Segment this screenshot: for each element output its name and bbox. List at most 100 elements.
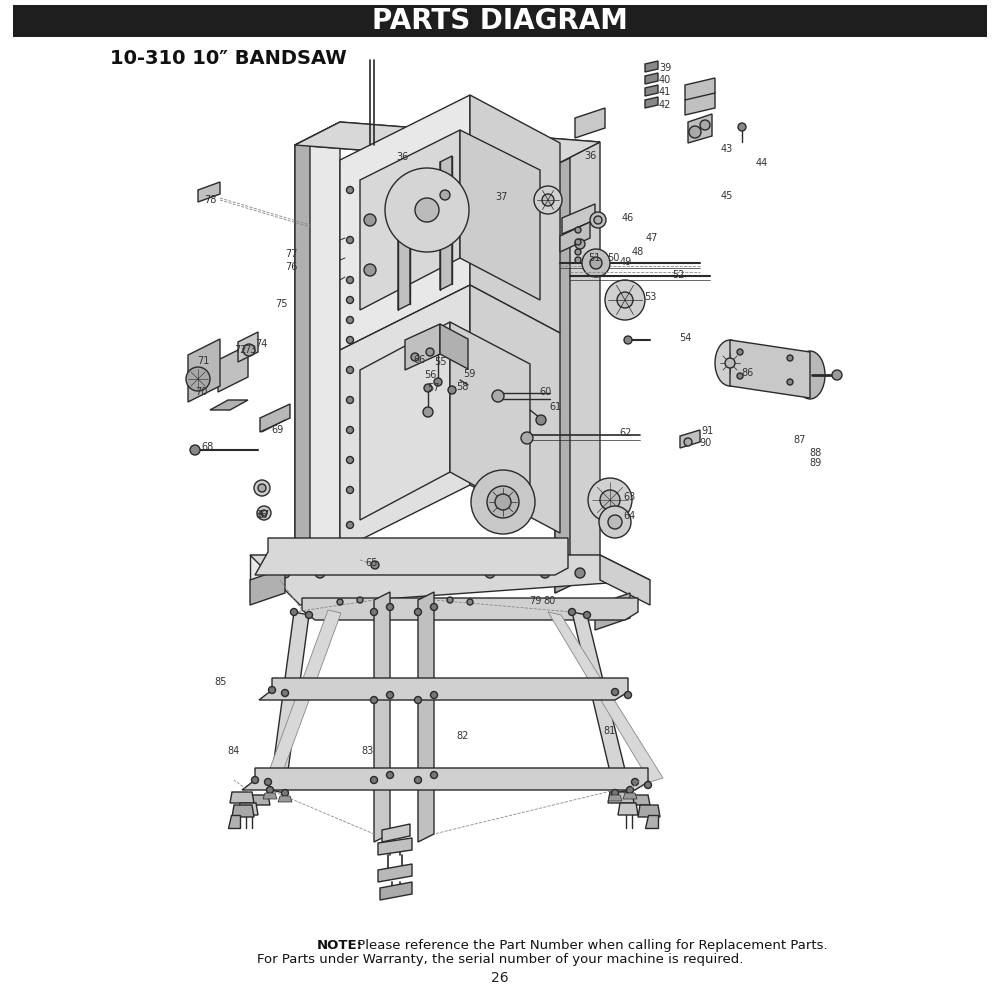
- Polygon shape: [680, 430, 700, 448]
- Circle shape: [605, 280, 645, 320]
- Polygon shape: [600, 555, 650, 605]
- Polygon shape: [295, 122, 600, 165]
- Polygon shape: [270, 612, 309, 793]
- Text: 64: 64: [624, 511, 636, 521]
- Circle shape: [575, 239, 581, 245]
- Polygon shape: [265, 610, 341, 785]
- Text: 80: 80: [544, 596, 556, 606]
- Text: 66: 66: [414, 355, 426, 365]
- Polygon shape: [645, 97, 658, 108]
- Text: 77: 77: [285, 249, 297, 259]
- Polygon shape: [295, 138, 310, 570]
- Polygon shape: [278, 796, 292, 802]
- Polygon shape: [625, 795, 650, 805]
- Circle shape: [268, 686, 276, 694]
- Circle shape: [364, 264, 376, 276]
- Polygon shape: [295, 122, 600, 165]
- Circle shape: [254, 480, 270, 496]
- Circle shape: [485, 568, 495, 578]
- Text: 60: 60: [539, 387, 551, 397]
- Circle shape: [364, 214, 376, 226]
- Polygon shape: [688, 114, 712, 143]
- Polygon shape: [378, 864, 412, 882]
- Circle shape: [282, 690, 288, 696]
- Circle shape: [448, 386, 456, 394]
- Circle shape: [280, 568, 290, 578]
- Circle shape: [371, 561, 379, 569]
- Circle shape: [540, 568, 550, 578]
- Circle shape: [430, 603, 438, 610]
- Circle shape: [347, 522, 354, 528]
- Circle shape: [467, 599, 473, 605]
- Text: 57: 57: [427, 383, 439, 393]
- Circle shape: [644, 782, 652, 788]
- Circle shape: [315, 568, 325, 578]
- Polygon shape: [638, 805, 660, 817]
- Polygon shape: [730, 340, 810, 398]
- Polygon shape: [623, 793, 637, 799]
- Circle shape: [411, 353, 419, 361]
- Circle shape: [600, 490, 620, 510]
- Circle shape: [370, 776, 378, 784]
- Circle shape: [599, 506, 631, 538]
- Circle shape: [190, 445, 200, 455]
- Circle shape: [684, 438, 692, 446]
- Circle shape: [415, 696, 422, 704]
- Circle shape: [536, 415, 546, 425]
- Circle shape: [590, 212, 606, 228]
- Circle shape: [584, 611, 590, 618]
- Circle shape: [347, 236, 354, 243]
- Polygon shape: [470, 285, 560, 533]
- Ellipse shape: [795, 351, 825, 399]
- Polygon shape: [238, 803, 258, 815]
- Text: 39: 39: [659, 63, 671, 73]
- Ellipse shape: [396, 428, 414, 452]
- Text: 72: 72: [234, 345, 246, 355]
- Circle shape: [737, 373, 743, 379]
- Circle shape: [787, 379, 793, 385]
- Text: 37: 37: [496, 192, 508, 202]
- Circle shape: [575, 257, 581, 263]
- Circle shape: [357, 597, 363, 603]
- Polygon shape: [188, 339, 220, 402]
- Text: 51: 51: [588, 253, 600, 263]
- Circle shape: [738, 123, 746, 131]
- Text: 81: 81: [604, 726, 616, 736]
- Text: 44: 44: [756, 158, 768, 168]
- Circle shape: [370, 696, 378, 704]
- Circle shape: [430, 692, 438, 698]
- Polygon shape: [572, 612, 630, 793]
- Circle shape: [575, 568, 585, 578]
- Text: 68: 68: [202, 442, 214, 452]
- Polygon shape: [560, 222, 590, 252]
- Circle shape: [266, 786, 274, 794]
- Circle shape: [575, 249, 581, 255]
- Text: 63: 63: [624, 492, 636, 502]
- Circle shape: [590, 257, 602, 269]
- Text: 76: 76: [285, 262, 297, 272]
- Polygon shape: [645, 815, 658, 828]
- Polygon shape: [405, 324, 440, 370]
- Text: 41: 41: [659, 87, 671, 97]
- Text: 84: 84: [228, 746, 240, 756]
- Text: 43: 43: [721, 144, 733, 154]
- Text: 75: 75: [275, 299, 287, 309]
- Circle shape: [430, 772, 438, 778]
- Polygon shape: [548, 612, 663, 782]
- Polygon shape: [470, 95, 560, 333]
- Polygon shape: [228, 815, 240, 828]
- Circle shape: [261, 510, 267, 516]
- Polygon shape: [645, 85, 658, 96]
- Polygon shape: [555, 158, 570, 593]
- Text: 45: 45: [721, 191, 733, 201]
- Polygon shape: [250, 555, 600, 580]
- Text: 47: 47: [646, 233, 658, 243]
- Polygon shape: [418, 592, 434, 842]
- Text: 62: 62: [620, 428, 632, 438]
- Text: 89: 89: [809, 458, 821, 468]
- Text: 50: 50: [607, 253, 619, 263]
- Polygon shape: [242, 768, 648, 790]
- Circle shape: [434, 378, 442, 386]
- Text: 73: 73: [244, 345, 256, 355]
- Circle shape: [186, 367, 210, 391]
